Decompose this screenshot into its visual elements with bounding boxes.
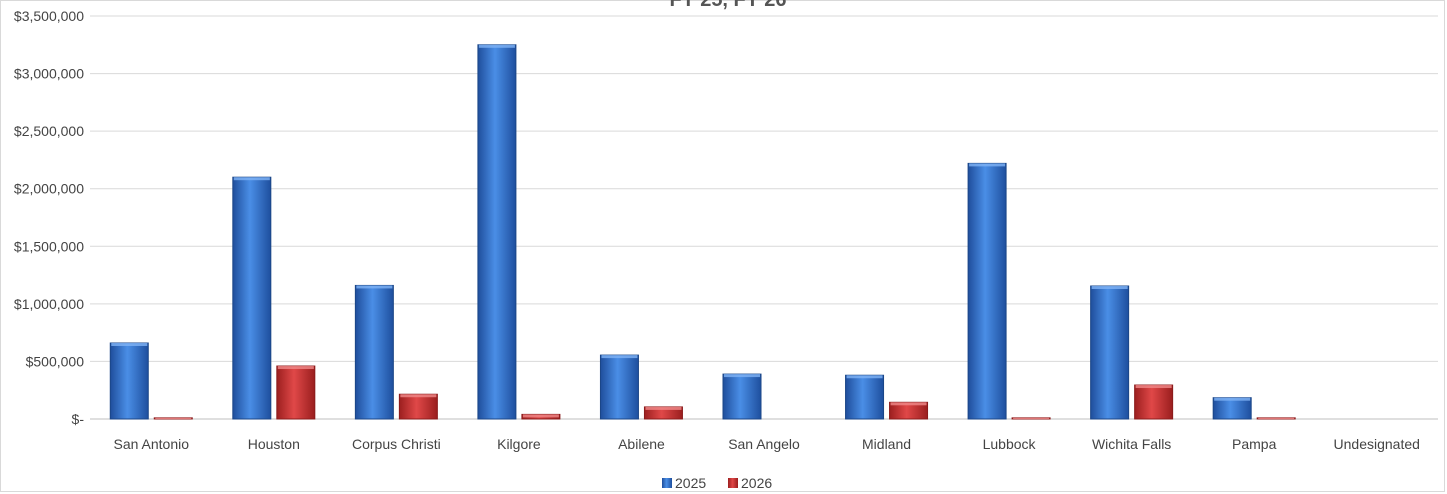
bar-top-highlight (1013, 417, 1050, 419)
x-tick-label: Corpus Christi (352, 436, 441, 452)
bar-2025-san-angelo (722, 373, 762, 420)
bar-top-highlight (1135, 385, 1172, 389)
bar-top-highlight (846, 375, 883, 379)
bar-2026-houston (276, 365, 316, 420)
bar-top-highlight (1214, 397, 1251, 401)
legend-label-2025: 2025 (675, 475, 706, 491)
bar-top-highlight (969, 163, 1006, 167)
x-tick-label: Undesignated (1334, 436, 1420, 452)
bar-top-highlight (1258, 417, 1295, 419)
y-tick-label: $500,000 (26, 353, 85, 369)
bar-2025-houston (232, 176, 272, 420)
y-tick-label: $2,000,000 (14, 181, 84, 197)
bar-2026-wichita-falls (1134, 384, 1174, 420)
bar-2025-midland (845, 374, 885, 420)
x-tick-label: Houston (248, 436, 300, 452)
bar-top-highlight (111, 343, 148, 347)
x-tick-label: San Angelo (728, 436, 800, 452)
bar-top-highlight (1091, 286, 1128, 290)
bar-2025-san-antonio (109, 342, 149, 420)
bar-top-highlight (601, 355, 638, 359)
bar-2025-abilene (599, 354, 639, 420)
legend-swatch-2026 (728, 478, 738, 488)
x-tick-label: Lubbock (983, 436, 1037, 452)
bar-top-highlight (478, 44, 515, 48)
bar-top-highlight (890, 402, 927, 406)
bar-2025-wichita-falls (1090, 285, 1130, 420)
bar-top-highlight (645, 406, 682, 410)
y-tick-label: $1,000,000 (14, 296, 84, 312)
bar-top-highlight (356, 285, 393, 289)
bar-top-highlight (155, 417, 192, 419)
x-tick-label: Wichita Falls (1092, 436, 1171, 452)
chart-title: FY 25, FY 26 (669, 0, 786, 11)
y-tick-label: $- (72, 411, 85, 427)
x-tick-label: Pampa (1232, 436, 1277, 452)
bar-top-highlight (277, 366, 314, 370)
y-tick-label: $3,500,000 (14, 8, 84, 24)
bar-top-highlight (522, 414, 559, 418)
bar-2025-pampa (1212, 397, 1252, 420)
bar-top-highlight (724, 374, 760, 378)
y-tick-label: $3,000,000 (14, 66, 84, 82)
x-tick-label: Midland (862, 436, 911, 452)
bar-2025-corpus-christi (354, 284, 394, 420)
bar-2025-lubbock (967, 162, 1007, 420)
bar-top-highlight (233, 177, 270, 181)
legend-swatch-2025 (662, 478, 672, 488)
x-tick-label: San Antonio (114, 436, 190, 452)
legend-label-2026: 2026 (741, 475, 772, 491)
bar-2025-kilgore (477, 44, 517, 420)
y-tick-label: $1,500,000 (14, 238, 84, 254)
bar-top-highlight (400, 394, 437, 398)
bar-2026-corpus-christi (398, 393, 438, 420)
x-tick-label: Kilgore (497, 436, 541, 452)
y-tick-label: $2,500,000 (14, 123, 84, 139)
x-tick-label: Abilene (618, 436, 665, 452)
